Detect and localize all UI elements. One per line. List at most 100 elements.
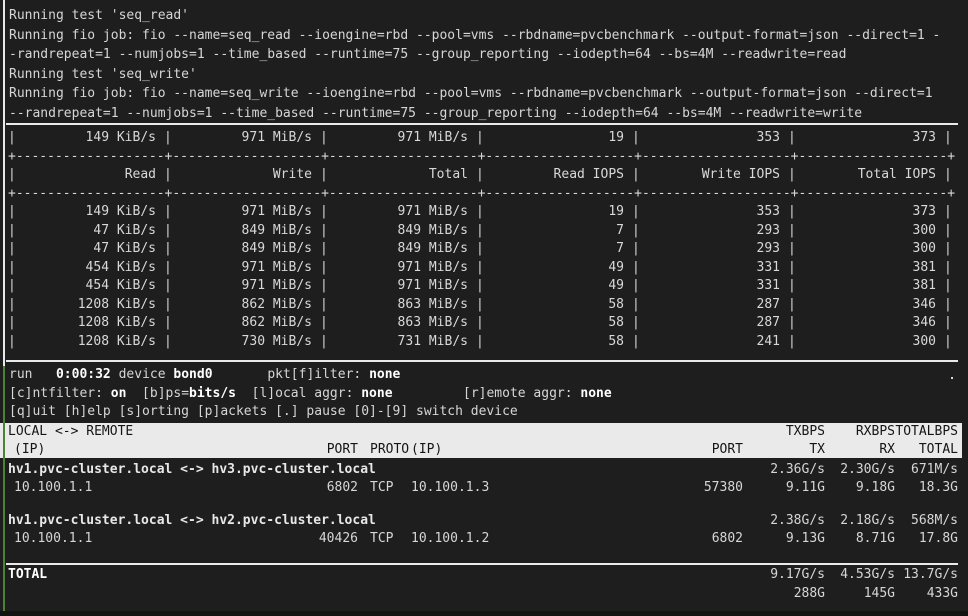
table-pipe: | (788, 296, 796, 312)
table-pipe: | (320, 296, 328, 312)
table-pipe: | (164, 315, 172, 330)
nettop-header-row-1: LOCAL <-> REMOTE TXBPS RXBPS TOTALBPS (6, 423, 958, 441)
table-cell: 346 (912, 296, 936, 312)
table-cell: 863 MiB/s (397, 315, 468, 330)
fio-line: Running fio job: fio --name=seq_write --… (9, 86, 933, 101)
top-pane-border (3, 0, 5, 366)
table-cell: 849 MiB/s (397, 222, 468, 238)
connection-name: hv1.pvc-cluster.local <-> hv2.pvc-cluste… (8, 513, 376, 529)
header-ip-remote: (IP) (411, 441, 443, 457)
fio-line: --randrepeat=1 --numjobs=1 --time_based … (9, 105, 863, 121)
header-total: TOTAL (918, 441, 958, 457)
header-rx: RX (879, 441, 895, 457)
header-local-remote: LOCAL <-> REMOTE (8, 424, 134, 440)
table-cell: Total (428, 167, 468, 182)
table-pipe: | (476, 278, 484, 293)
remote-ip: 10.100.1.2 (411, 531, 490, 547)
table-pipe: | (944, 204, 952, 219)
status-text: pkt[f]ilter: (212, 367, 370, 382)
local-ip: 10.100.1.1 (14, 480, 93, 496)
table-cell: 47 KiB/s (93, 222, 156, 238)
table-pipe: | (632, 222, 640, 238)
table-cell: 7 (616, 222, 624, 238)
total-total: 433G (926, 585, 958, 601)
table-cell: 49 (608, 259, 624, 275)
table-cell: 331 (756, 259, 780, 275)
table-pipe: | (320, 315, 328, 330)
local-ip: 10.100.1.1 (14, 531, 93, 547)
header-port-local: PORT (326, 441, 358, 457)
table-pipe: | (944, 167, 952, 182)
table-pipe: | (476, 130, 484, 145)
protocol: TCP (370, 531, 394, 547)
table-cell: 287 (756, 296, 780, 312)
local-port: 40426 (318, 531, 358, 547)
nettop-status-line: [q]uit [h]elp [s]orting [p]ackets [.] pa… (9, 403, 968, 422)
table-pipe: | (476, 315, 484, 330)
table-cell: 863 MiB/s (397, 296, 468, 312)
table-cell: 971 MiB/s (241, 204, 312, 219)
connection-name-row: hv1.pvc-cluster.local <-> hv2.pvc-cluste… (6, 512, 968, 530)
total-txbps: 9.17G/s (770, 567, 825, 583)
table-cell: 454 KiB/s (85, 259, 156, 275)
table-pipe: | (476, 204, 484, 219)
table-cell: Read (124, 167, 156, 182)
fio-line: -randrepeat=1 --numjobs=1 --time_based -… (9, 47, 847, 62)
table-pipe: | (476, 296, 484, 312)
table-cell: 241 (756, 333, 780, 349)
connection-name-row: hv1.pvc-cluster.local <-> hv3.pvc-cluste… (6, 461, 968, 479)
table-pipe: | (164, 241, 172, 256)
table-row: | 47 KiB/s | 849 MiB/s | 849 MiB/s | 7 | 293 | 300 | (8, 222, 968, 241)
table-cell: 381 (912, 259, 936, 275)
status-value: bond0 (173, 367, 213, 382)
table-cell: 731 MiB/s (397, 333, 468, 349)
fio-line: Running test 'seq_read' (9, 8, 190, 23)
table-pipe: | (632, 204, 640, 219)
table-pipe: | (164, 130, 172, 145)
remote-port: 6802 (711, 531, 743, 547)
table-row: | 47 KiB/s | 849 MiB/s | 849 MiB/s | 7 | 293 | 300 | (8, 240, 968, 259)
table-pipe: | (476, 333, 484, 349)
table-cell: 1208 KiB/s (77, 333, 156, 349)
table-row: | 454 KiB/s | 971 MiB/s | 971 MiB/s | 49 | 331 | 38… (8, 277, 968, 296)
table-pipe: | (320, 241, 328, 256)
status-text: [q]uit [h]elp [s]orting [p]ackets [.] pa… (9, 404, 518, 420)
table-cell: 730 MiB/s (241, 333, 312, 349)
table-pipe: | (944, 130, 952, 145)
table-pipe: | (320, 167, 328, 182)
table-pipe: | (476, 167, 484, 182)
table-cell: 971 MiB/s (241, 130, 312, 145)
connection-tx: 9.13G (785, 531, 825, 547)
table-cell: 971 MiB/s (397, 204, 468, 219)
table-cell: 58 (608, 333, 624, 349)
status-value: bits/s (189, 385, 236, 401)
total-bytes-row: 288G 145G 433G (6, 585, 968, 604)
table-pipe: | (788, 204, 796, 219)
table-pipe: | (944, 241, 952, 256)
table-cell: 373 (912, 204, 936, 219)
table-cell: 849 MiB/s (397, 241, 468, 256)
table-pipe: | (164, 278, 172, 293)
status-text: run (9, 367, 56, 382)
table-pipe: | (788, 130, 796, 145)
bottom-edge-strip (0, 611, 968, 616)
table-cell: 49 (608, 278, 624, 293)
total-label: TOTAL (8, 567, 48, 583)
table-cell: 7 (616, 241, 624, 256)
table-cell: 1208 KiB/s (77, 296, 156, 312)
total-spacer (6, 585, 743, 604)
table-cell: 971 MiB/s (397, 130, 468, 145)
header-totalbps: TOTALBPS (895, 424, 958, 440)
table-pipe: | (632, 259, 640, 275)
fio-line: Running fio job: fio --name=seq_read --i… (9, 27, 941, 43)
table-cell: 971 MiB/s (397, 259, 468, 275)
table-pipe: | (476, 259, 484, 275)
table-cell: 849 MiB/s (241, 241, 312, 256)
table-pipe: | (476, 222, 484, 238)
remote-ip: 10.100.1.3 (411, 480, 490, 496)
table-pipe: | (632, 167, 640, 182)
total-rates-row: TOTAL 9.17G/s 4.53G/s 13.7G/s (6, 566, 968, 585)
table-pipe: | (788, 167, 796, 182)
total-rxbps: 4.53G/s (840, 567, 895, 583)
